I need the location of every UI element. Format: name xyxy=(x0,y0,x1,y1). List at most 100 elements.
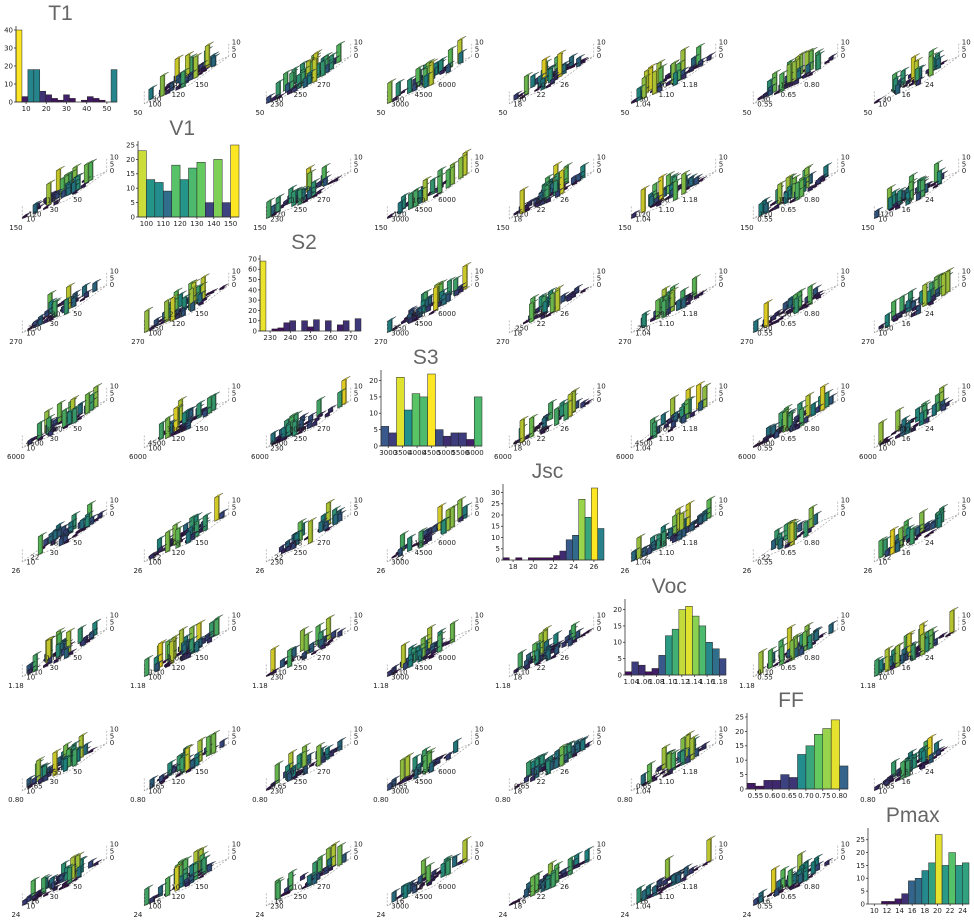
bar3d-bar xyxy=(80,180,90,189)
col-axis-tick-label: 6000 xyxy=(438,768,456,776)
bar3d-bar xyxy=(805,60,814,76)
bar3d-bar xyxy=(149,775,159,789)
bar3d-bar xyxy=(652,67,661,96)
floor-box xyxy=(752,55,838,105)
row-axis-tick-label: 1.04 xyxy=(289,654,305,662)
col-axis-tick-label: 230 xyxy=(270,788,283,796)
y-tick-label: 5 xyxy=(130,199,134,207)
row-axis-tick-label: 3000 xyxy=(45,425,63,433)
bar3d-bar xyxy=(85,389,94,415)
col-axis-tick-label: 16 xyxy=(902,434,911,442)
x-tick-label: 4000 xyxy=(408,449,426,457)
bar3d-bar xyxy=(397,779,406,786)
count-axis-tick-label: 10 xyxy=(232,725,241,733)
count-axis-tick-label: 5 xyxy=(232,847,236,855)
bar3d-bar xyxy=(758,438,767,446)
bar3d-bar xyxy=(391,552,401,559)
col-axis-tick-label: 250 xyxy=(293,434,306,442)
bar3d-bar xyxy=(85,510,94,529)
bar3d-bar xyxy=(656,763,666,773)
col-axis-tick-label: 18 xyxy=(513,902,522,910)
bar3d-bar xyxy=(265,92,275,104)
row-axis-tick-label: 30 xyxy=(152,95,161,103)
row-axis-tick-label: 0.55 xyxy=(898,768,914,776)
count-axis-tick-label: 10 xyxy=(232,38,241,46)
row-axis-tick-label: 0.65 xyxy=(149,782,165,790)
bar3d-bar xyxy=(895,80,905,96)
floor-box xyxy=(752,857,838,906)
bar3d-bar xyxy=(538,651,548,662)
count-axis-tick-label: 10 xyxy=(719,38,728,46)
bar3d-jsc-ff: 18 22 26 0.55 0.65 0.80 0 5 10 xyxy=(731,458,852,575)
bar3d-bar xyxy=(794,421,804,430)
col-axis-tick-label: 10 xyxy=(26,559,35,567)
y-tick-label: 15 xyxy=(613,622,622,630)
row-axis-tick-label: 30 xyxy=(639,95,648,103)
bar3d-bar xyxy=(895,201,905,210)
bar3d-bar xyxy=(398,197,407,214)
bar3d-bar xyxy=(276,436,286,443)
bar3d-bar xyxy=(64,881,73,888)
bar3d-bar xyxy=(928,298,938,306)
row-axis-tick-label: 150 xyxy=(496,224,509,232)
bar3d-bar xyxy=(676,296,685,312)
bar3d-bar xyxy=(427,877,437,886)
bar3d-bar xyxy=(652,882,661,897)
bar3d-bar xyxy=(55,639,65,659)
bar3d-bar xyxy=(815,50,825,71)
bar3d-bar xyxy=(457,857,467,866)
col-axis-tick-label: 0.55 xyxy=(757,101,773,109)
bar3d-bar xyxy=(554,641,563,655)
row-axis-tick-label: 0.65 xyxy=(879,782,895,790)
bar3d-bar xyxy=(514,782,524,789)
row-axis-tick-label: 230 xyxy=(47,310,60,318)
bar3d-bar xyxy=(891,428,901,435)
histogram-bar xyxy=(221,201,231,217)
bar3d-bar xyxy=(641,780,651,787)
bar3d-bar xyxy=(175,82,185,91)
x-tick-label: 150 xyxy=(224,220,237,228)
bar3d-bar xyxy=(38,312,47,327)
row-axis-tick-label: 120 xyxy=(637,210,650,218)
bar3d-bars xyxy=(757,47,837,101)
col-axis-tick-label: 1.04 xyxy=(635,559,651,567)
col-axis-tick-label: 1.04 xyxy=(635,330,651,338)
count-axis-tick-label: 5 xyxy=(475,847,479,855)
histogram-bar xyxy=(671,628,679,675)
histogram-voc: Voc 0 5 10 15 20 1.04 1.06 1.08 1.10 1.12 1.14 1.16 1… xyxy=(609,573,730,687)
bar3d-bar xyxy=(878,321,888,330)
col-axis-tick-label: 24 xyxy=(925,424,934,432)
col-axis-tick-label: 10 xyxy=(879,788,888,796)
count-axis-tick-label: 5 xyxy=(840,618,844,626)
y-tick-label: 15 xyxy=(735,742,744,750)
bar3d-bar xyxy=(706,835,716,863)
bar3d-bar xyxy=(895,774,905,783)
count-axis-tick-label: 10 xyxy=(962,267,971,275)
row-axis-tick-label: 1.04 xyxy=(46,654,62,662)
bar3d-bars xyxy=(22,851,103,906)
count-axis-tick-label: 5 xyxy=(840,45,844,53)
row-axis-tick-label: 6000 xyxy=(494,453,512,461)
bar3d-bar xyxy=(793,294,803,315)
bar3d-bar xyxy=(178,871,188,889)
row-axis-tick-label: 0.65 xyxy=(514,782,530,790)
row-axis-tick-label: 4500 xyxy=(756,439,774,447)
bar3d-bar xyxy=(446,505,455,532)
y-tick-label: 30 xyxy=(248,297,257,305)
bar3d-bars xyxy=(874,47,949,104)
bar3d-bar xyxy=(84,159,93,185)
col-axis-tick-label: 1.04 xyxy=(635,215,651,223)
histogram-bar xyxy=(324,320,332,332)
histogram-title: S3 xyxy=(412,345,439,369)
row-axis-tick-label: 18 xyxy=(171,539,180,547)
bar3d-jsc-pmax: 18 22 26 10 16 24 0 5 10 xyxy=(852,458,973,575)
floor-box xyxy=(265,399,351,448)
bar3d-bar xyxy=(569,52,578,69)
bar3d-bar xyxy=(530,773,539,783)
histogram-bar xyxy=(188,167,197,217)
bar3d-bars xyxy=(874,159,949,219)
